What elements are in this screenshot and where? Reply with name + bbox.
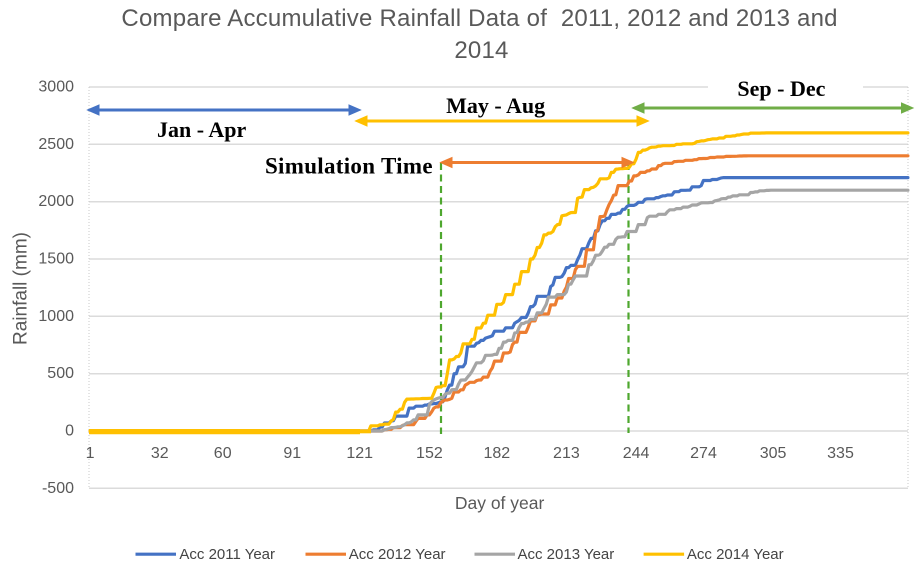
svg-text:Sep - Dec: Sep - Dec — [737, 76, 825, 101]
svg-text:2000: 2000 — [38, 193, 74, 210]
svg-text:500: 500 — [47, 365, 74, 382]
svg-text:Compare Accumulative Rainfall: Compare Accumulative Rainfall Data of 20… — [121, 5, 837, 32]
svg-text:32: 32 — [151, 445, 169, 462]
svg-text:1000: 1000 — [38, 308, 74, 325]
svg-text:Rainfall (mm): Rainfall (mm) — [11, 232, 32, 345]
svg-text:335: 335 — [827, 445, 854, 462]
svg-text:2014: 2014 — [454, 37, 508, 64]
svg-text:2500: 2500 — [38, 136, 74, 153]
svg-text:152: 152 — [416, 445, 443, 462]
svg-text:121: 121 — [346, 445, 373, 462]
svg-text:Acc 2013 Year: Acc 2013 Year — [518, 546, 615, 563]
svg-text:Jan - Apr: Jan - Apr — [157, 117, 246, 142]
svg-text:244: 244 — [623, 445, 650, 462]
svg-text:1500: 1500 — [38, 251, 74, 268]
svg-text:91: 91 — [283, 445, 301, 462]
svg-text:Acc 2012 Year: Acc 2012 Year — [349, 546, 446, 563]
svg-text:Acc 2014 Year: Acc 2014 Year — [687, 546, 784, 563]
svg-text:182: 182 — [483, 445, 510, 462]
svg-text:Acc 2011 Year: Acc 2011 Year — [179, 546, 275, 563]
svg-text:274: 274 — [690, 445, 717, 462]
svg-text:305: 305 — [760, 445, 787, 462]
svg-text:213: 213 — [553, 445, 580, 462]
svg-text:Day of year: Day of year — [455, 493, 545, 513]
svg-text:May - Aug: May - Aug — [446, 93, 545, 118]
svg-text:1: 1 — [86, 445, 95, 462]
svg-text:Simulation Time: Simulation Time — [265, 154, 433, 179]
svg-text:60: 60 — [214, 445, 232, 462]
svg-text:0: 0 — [65, 423, 74, 440]
svg-text:-500: -500 — [42, 480, 74, 497]
svg-text:3000: 3000 — [38, 79, 74, 96]
